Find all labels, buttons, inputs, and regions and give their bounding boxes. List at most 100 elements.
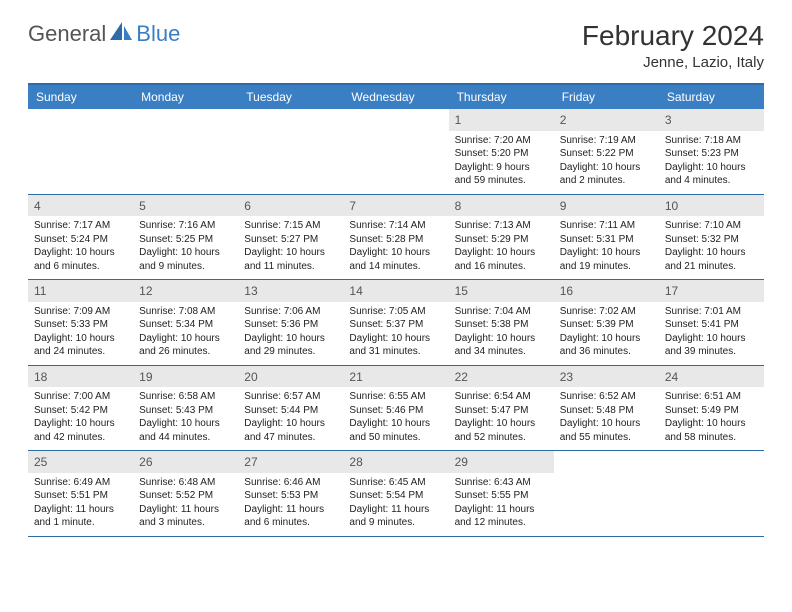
day-cell: 16Sunrise: 7:02 AMSunset: 5:39 PMDayligh… xyxy=(554,280,659,365)
day-number: 3 xyxy=(665,113,672,127)
day-number-row: 1 xyxy=(449,109,554,131)
weeks-container: 1Sunrise: 7:20 AMSunset: 5:20 PMDaylight… xyxy=(28,109,764,537)
sunrise-line: Sunrise: 7:11 AM xyxy=(560,219,653,233)
daylight-line: Daylight: 11 hours and 3 minutes. xyxy=(139,503,232,530)
day-cell: 9Sunrise: 7:11 AMSunset: 5:31 PMDaylight… xyxy=(554,195,659,280)
day-number-row: 4 xyxy=(28,195,133,217)
day-number-row: 25 xyxy=(28,451,133,473)
day-header: Tuesday xyxy=(238,85,343,109)
sunset-line: Sunset: 5:47 PM xyxy=(455,404,548,418)
sunrise-line: Sunrise: 7:05 AM xyxy=(349,305,442,319)
sunrise-line: Sunrise: 7:14 AM xyxy=(349,219,442,233)
day-number: 23 xyxy=(560,370,573,384)
logo-text-blue: Blue xyxy=(136,21,180,47)
sunset-line: Sunset: 5:28 PM xyxy=(349,233,442,247)
sunrise-line: Sunrise: 7:00 AM xyxy=(34,390,127,404)
daylight-line: Daylight: 10 hours and 29 minutes. xyxy=(244,332,337,359)
day-number: 20 xyxy=(244,370,257,384)
day-cell: 19Sunrise: 6:58 AMSunset: 5:43 PMDayligh… xyxy=(133,366,238,451)
day-cell: 8Sunrise: 7:13 AMSunset: 5:29 PMDaylight… xyxy=(449,195,554,280)
sunset-line: Sunset: 5:39 PM xyxy=(560,318,653,332)
day-number: 5 xyxy=(139,199,146,213)
logo: General Blue xyxy=(28,20,180,47)
logo-text-general: General xyxy=(28,21,106,47)
day-cell: 22Sunrise: 6:54 AMSunset: 5:47 PMDayligh… xyxy=(449,366,554,451)
day-number: 28 xyxy=(349,455,362,469)
day-cell: 2Sunrise: 7:19 AMSunset: 5:22 PMDaylight… xyxy=(554,109,659,194)
day-headers-row: SundayMondayTuesdayWednesdayThursdayFrid… xyxy=(28,85,764,109)
sunset-line: Sunset: 5:32 PM xyxy=(665,233,758,247)
sunset-line: Sunset: 5:52 PM xyxy=(139,489,232,503)
day-cell: 27Sunrise: 6:46 AMSunset: 5:53 PMDayligh… xyxy=(238,451,343,536)
day-number: 13 xyxy=(244,284,257,298)
daylight-line: Daylight: 10 hours and 31 minutes. xyxy=(349,332,442,359)
day-cell: 18Sunrise: 7:00 AMSunset: 5:42 PMDayligh… xyxy=(28,366,133,451)
daylight-line: Daylight: 10 hours and 6 minutes. xyxy=(34,246,127,273)
day-number-row: 23 xyxy=(554,366,659,388)
daylight-line: Daylight: 10 hours and 50 minutes. xyxy=(349,417,442,444)
day-number: 11 xyxy=(34,284,46,298)
day-number: 4 xyxy=(34,199,41,213)
week-row: 4Sunrise: 7:17 AMSunset: 5:24 PMDaylight… xyxy=(28,195,764,281)
day-number: 6 xyxy=(244,199,251,213)
day-number-row: 10 xyxy=(659,195,764,217)
day-number-row: 8 xyxy=(449,195,554,217)
sunrise-line: Sunrise: 7:04 AM xyxy=(455,305,548,319)
day-cell xyxy=(659,451,764,536)
day-number-row: 2 xyxy=(554,109,659,131)
day-header: Sunday xyxy=(28,85,133,109)
day-number-row: 21 xyxy=(343,366,448,388)
day-cell: 5Sunrise: 7:16 AMSunset: 5:25 PMDaylight… xyxy=(133,195,238,280)
day-number: 8 xyxy=(455,199,462,213)
day-cell: 6Sunrise: 7:15 AMSunset: 5:27 PMDaylight… xyxy=(238,195,343,280)
sunrise-line: Sunrise: 7:15 AM xyxy=(244,219,337,233)
daylight-line: Daylight: 10 hours and 16 minutes. xyxy=(455,246,548,273)
day-cell xyxy=(343,109,448,194)
day-cell xyxy=(133,109,238,194)
day-number-row: 14 xyxy=(343,280,448,302)
day-header: Thursday xyxy=(449,85,554,109)
day-cell: 23Sunrise: 6:52 AMSunset: 5:48 PMDayligh… xyxy=(554,366,659,451)
sunrise-line: Sunrise: 6:48 AM xyxy=(139,476,232,490)
sunrise-line: Sunrise: 6:43 AM xyxy=(455,476,548,490)
sunrise-line: Sunrise: 6:52 AM xyxy=(560,390,653,404)
sunrise-line: Sunrise: 7:17 AM xyxy=(34,219,127,233)
sunset-line: Sunset: 5:22 PM xyxy=(560,147,653,161)
day-number: 9 xyxy=(560,199,567,213)
daylight-line: Daylight: 10 hours and 21 minutes. xyxy=(665,246,758,273)
day-cell: 7Sunrise: 7:14 AMSunset: 5:28 PMDaylight… xyxy=(343,195,448,280)
daylight-line: Daylight: 11 hours and 12 minutes. xyxy=(455,503,548,530)
daylight-line: Daylight: 10 hours and 44 minutes. xyxy=(139,417,232,444)
day-cell: 13Sunrise: 7:06 AMSunset: 5:36 PMDayligh… xyxy=(238,280,343,365)
day-number-row: 27 xyxy=(238,451,343,473)
daylight-line: Daylight: 10 hours and 11 minutes. xyxy=(244,246,337,273)
daylight-line: Daylight: 10 hours and 14 minutes. xyxy=(349,246,442,273)
day-number-row: 19 xyxy=(133,366,238,388)
day-cell: 28Sunrise: 6:45 AMSunset: 5:54 PMDayligh… xyxy=(343,451,448,536)
day-cell: 10Sunrise: 7:10 AMSunset: 5:32 PMDayligh… xyxy=(659,195,764,280)
day-cell xyxy=(28,109,133,194)
sunrise-line: Sunrise: 6:55 AM xyxy=(349,390,442,404)
day-header: Friday xyxy=(554,85,659,109)
daylight-line: Daylight: 9 hours and 59 minutes. xyxy=(455,161,548,188)
day-number-row: 28 xyxy=(343,451,448,473)
calendar-page: General Blue February 2024 Jenne, Lazio,… xyxy=(0,0,792,557)
day-cell: 24Sunrise: 6:51 AMSunset: 5:49 PMDayligh… xyxy=(659,366,764,451)
day-number: 1 xyxy=(455,113,462,127)
day-number-row: 17 xyxy=(659,280,764,302)
sunset-line: Sunset: 5:55 PM xyxy=(455,489,548,503)
sunrise-line: Sunrise: 6:54 AM xyxy=(455,390,548,404)
sunset-line: Sunset: 5:25 PM xyxy=(139,233,232,247)
sunset-line: Sunset: 5:46 PM xyxy=(349,404,442,418)
day-number: 29 xyxy=(455,455,468,469)
daylight-line: Daylight: 11 hours and 9 minutes. xyxy=(349,503,442,530)
day-number-row: 24 xyxy=(659,366,764,388)
sunset-line: Sunset: 5:34 PM xyxy=(139,318,232,332)
sunrise-line: Sunrise: 6:51 AM xyxy=(665,390,758,404)
day-number: 17 xyxy=(665,284,678,298)
daylight-line: Daylight: 10 hours and 34 minutes. xyxy=(455,332,548,359)
sunset-line: Sunset: 5:49 PM xyxy=(665,404,758,418)
day-number-row: 26 xyxy=(133,451,238,473)
sunset-line: Sunset: 5:48 PM xyxy=(560,404,653,418)
daylight-line: Daylight: 10 hours and 24 minutes. xyxy=(34,332,127,359)
